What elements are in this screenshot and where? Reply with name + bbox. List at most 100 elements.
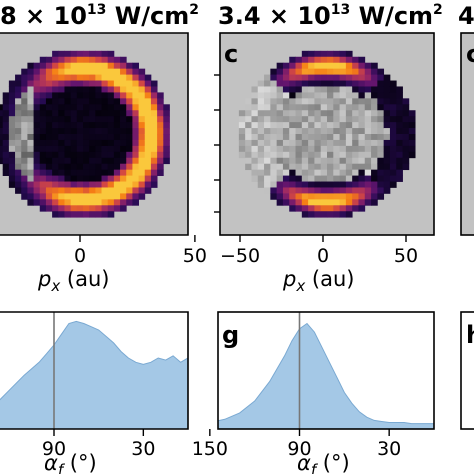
heatmap-left-cell (138, 128, 146, 135)
heatmap-c-cell (264, 128, 271, 135)
heatmap-c-cell (383, 134, 391, 141)
heatmap-c-cell (270, 187, 278, 194)
heatmap-left-cell (58, 169, 65, 176)
heatmap-c-cell (314, 175, 322, 182)
frame-left-bottom (0, 311, 189, 430)
heatmap-c-cell (320, 134, 328, 141)
heatmap-left-cell (76, 62, 84, 70)
heatmap-left-cell (39, 193, 47, 200)
heatmap-c-cell (383, 151, 391, 159)
heatmap-c-cell (364, 110, 372, 117)
heatmap-c-cell (295, 145, 303, 153)
heatmap-left-cell (83, 211, 90, 218)
heatmap-c-cell (295, 187, 303, 194)
heatmap-left-cell (27, 104, 34, 111)
heatmap-c-cell (314, 169, 322, 176)
heatmap-c-cell (282, 157, 290, 165)
heatmap-left-cell (120, 74, 127, 81)
heatmap-c-cell (333, 157, 340, 165)
heatmap-c-cell (314, 68, 322, 75)
heatmap-c-cell (377, 157, 385, 165)
heatmap-left-cell (138, 157, 146, 165)
heatmap-left-cell (64, 116, 72, 123)
heatmap-c-cell (371, 187, 378, 194)
heatmap-c-cell (264, 86, 271, 93)
heatmap-left-cell (33, 187, 41, 194)
heatmap-c-cell (257, 98, 265, 105)
heatmap-c-cell (383, 122, 391, 129)
heatmap-c-cell (383, 92, 391, 99)
heatmap-left-cell (107, 116, 115, 123)
heatmap-c-cell (358, 122, 366, 129)
heatmap-left-cell (120, 193, 127, 200)
heatmap-left-cell (101, 86, 109, 93)
heatmap-c-cell (352, 56, 359, 64)
heatmap-c-cell (371, 74, 378, 81)
heatmap-c-cell (308, 134, 315, 141)
heatmap-c-cell (383, 110, 391, 117)
heatmap-c-cell (339, 50, 347, 58)
heatmap-left-cell (107, 92, 115, 99)
heatmap-left-cell (95, 62, 102, 70)
heatmap-left-cell (70, 211, 78, 218)
heatmap-left-cell (95, 211, 102, 218)
heatmap-c-cell (339, 134, 347, 141)
heatmap-c-cell (257, 128, 265, 135)
heatmap-left-cell (113, 139, 121, 147)
heatmap-c-cell (389, 110, 397, 117)
heatmap-c-cell (320, 139, 328, 147)
heatmap-left-cell (157, 169, 164, 176)
heatmap-left-cell (58, 74, 65, 81)
heatmap-left-cell (95, 110, 102, 117)
heatmap-left-cell (70, 151, 78, 159)
heatmap-left-cell (138, 98, 146, 105)
heatmap-left-cell (39, 56, 47, 64)
heatmap-left-cell (27, 86, 34, 93)
heatmap-c-cell (371, 181, 378, 188)
heatmap-left-cell (120, 169, 127, 176)
heatmap-c-cell (320, 128, 328, 135)
heatmap-left-cell (45, 134, 53, 141)
heatmap-c-cell (301, 74, 309, 81)
heatmap-left-cell (83, 128, 90, 135)
heatmap-c-cell (339, 145, 347, 153)
heatmap-left-cell (89, 110, 96, 117)
heatmap-left-cell (27, 157, 34, 165)
heatmap-left-cell (15, 110, 22, 117)
heatmap-left-cell (144, 163, 152, 171)
heatmap-c-cell (308, 80, 315, 87)
heatmap-c-cell (377, 187, 385, 194)
heatmap-left-cell (0, 157, 4, 165)
heatmap-left-cell (83, 163, 90, 171)
heatmap-left-cell (2, 163, 10, 171)
heatmap-c-cell (308, 157, 315, 165)
heatmap-left-cell (64, 128, 72, 135)
heatmap-left-cell (157, 122, 164, 129)
heatmap-left-cell (138, 181, 146, 188)
heatmap-left-cell (8, 139, 16, 147)
heatmap-c-cell (327, 199, 334, 206)
heatmap-left-cell (52, 56, 59, 64)
heatmap-c-cell (276, 68, 284, 75)
frame-c (219, 32, 435, 236)
heatmap-c-cell (276, 86, 284, 93)
heatmap-left-cell (83, 151, 90, 159)
heatmap-c-cell (276, 181, 284, 188)
heatmap-left-cell (45, 68, 53, 75)
heatmap-left-cell (89, 163, 96, 171)
heatmap-left-cell (21, 98, 28, 105)
heatmap-left-cell (8, 80, 16, 87)
heatmap-left-cell (39, 92, 47, 99)
heatmap-c-cell (270, 86, 278, 93)
heatmap-c-cell (320, 104, 328, 111)
heatmap-left-cell (101, 163, 109, 171)
heatmap-c-cell (364, 151, 372, 159)
heatmap-left-cell (101, 199, 109, 206)
heatmap-left-cell (126, 86, 133, 93)
heatmap-left-cell (89, 211, 96, 218)
heatmap-c-cell (327, 56, 334, 64)
heatmap-c-cell (282, 134, 290, 141)
heatmap-c-cell (377, 181, 385, 188)
heatmap-left-cell (83, 205, 90, 212)
heatmap-left-cell (27, 116, 34, 123)
